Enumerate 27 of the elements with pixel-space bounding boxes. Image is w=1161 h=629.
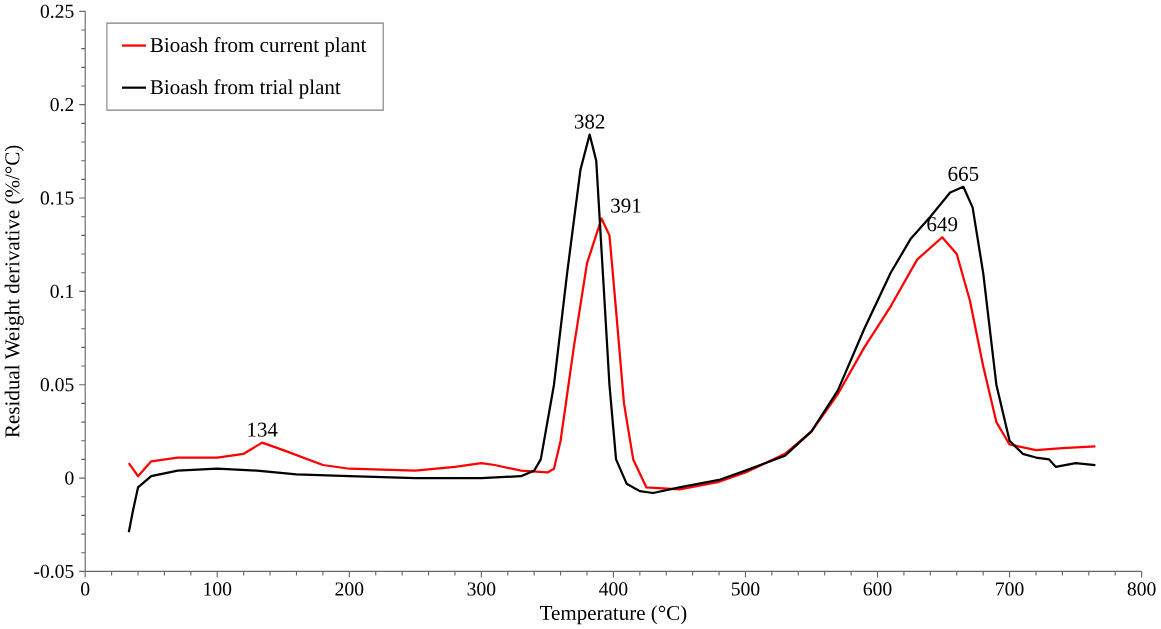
y-tick-label: -0.05	[34, 564, 74, 579]
y-tick-label: 0.2	[50, 98, 74, 112]
y-tick-label: 0.05	[40, 378, 74, 392]
x-tick-label: 400	[599, 582, 628, 596]
x-tick-label: 100	[204, 582, 232, 596]
line-series	[127, 133, 1097, 534]
legend-label: Bioash from trial plant	[150, 79, 341, 99]
x-tick-label: 800	[1127, 582, 1156, 596]
y-axis-title: Residual Weight derivative (%/°C)	[4, 145, 24, 438]
y-tick-label: 0.25	[40, 4, 74, 19]
x-axis-title: Temperature (°C)	[540, 605, 687, 625]
annotation: 665	[948, 166, 979, 181]
x-tick-label: 700	[996, 582, 1024, 596]
annotation: 649	[927, 217, 958, 232]
x-tick-label: 0	[81, 582, 90, 596]
legend-label: Bioash from current plant	[150, 37, 367, 57]
x-tick-label: 300	[467, 582, 496, 596]
y-tick-label: 0	[65, 471, 74, 485]
line-series	[127, 217, 1097, 491]
x-tick-label: 600	[863, 582, 892, 596]
annotation: 382	[574, 114, 605, 129]
y-tick-label: 0.1	[50, 284, 74, 299]
annotation: 391	[611, 198, 641, 213]
x-tick-label: 500	[731, 582, 760, 596]
y-tick-label: 0.15	[40, 191, 74, 205]
annotation: 134	[248, 422, 278, 437]
x-tick-label: 200	[335, 582, 364, 596]
